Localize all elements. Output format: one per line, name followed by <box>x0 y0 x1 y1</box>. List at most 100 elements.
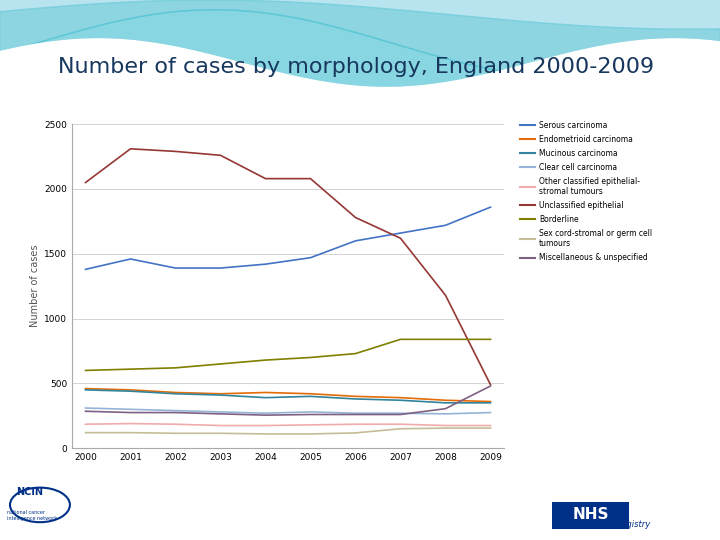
Other classified epithelial-
stromal tumours <box>306 422 315 428</box>
Serous carcinoma <box>216 265 225 271</box>
Serous carcinoma <box>441 222 450 228</box>
Mucinous carcinoma <box>441 400 450 406</box>
Serous carcinoma <box>486 204 495 211</box>
Unclassified epithelial <box>351 214 360 221</box>
Borderline <box>486 336 495 342</box>
Sex cord-stromal or germ cell
tumours <box>351 430 360 436</box>
Endometrioid carcinoma <box>396 394 405 401</box>
Serous carcinoma <box>171 265 180 271</box>
Line: Borderline: Borderline <box>86 339 490 370</box>
Line: Other classified epithelial-
stromal tumours: Other classified epithelial- stromal tum… <box>86 423 490 426</box>
Miscellaneous & unspecified <box>81 408 90 415</box>
Clear cell carcinoma <box>351 410 360 416</box>
Sex cord-stromal or germ cell
tumours <box>171 430 180 436</box>
Endometrioid carcinoma <box>171 389 180 396</box>
Borderline <box>306 354 315 361</box>
Mucinous carcinoma <box>216 392 225 399</box>
Line: Unclassified epithelial: Unclassified epithelial <box>86 149 490 384</box>
Clear cell carcinoma <box>441 410 450 417</box>
Clear cell carcinoma <box>126 406 135 413</box>
Serous carcinoma <box>261 261 270 267</box>
Clear cell carcinoma <box>216 409 225 415</box>
Mucinous carcinoma <box>81 387 90 393</box>
Mucinous carcinoma <box>396 397 405 403</box>
Sex cord-stromal or germ cell
tumours <box>216 430 225 436</box>
Clear cell carcinoma <box>261 410 270 416</box>
Clear cell carcinoma <box>396 410 405 416</box>
Endometrioid carcinoma <box>216 390 225 397</box>
Other classified epithelial-
stromal tumours <box>396 421 405 428</box>
Miscellaneous & unspecified <box>216 410 225 417</box>
Endometrioid carcinoma <box>306 390 315 397</box>
Unclassified epithelial <box>261 176 270 182</box>
Serous carcinoma <box>351 238 360 244</box>
Borderline <box>216 361 225 367</box>
Miscellaneous & unspecified <box>486 383 495 389</box>
Line: Endometrioid carcinoma: Endometrioid carcinoma <box>86 389 490 402</box>
Other classified epithelial-
stromal tumours <box>486 422 495 429</box>
Mucinous carcinoma <box>126 388 135 394</box>
Other classified epithelial-
stromal tumours <box>81 421 90 428</box>
Other classified epithelial-
stromal tumours <box>171 421 180 428</box>
Endometrioid carcinoma <box>126 387 135 393</box>
Endometrioid carcinoma <box>441 397 450 403</box>
Borderline <box>441 336 450 342</box>
Unclassified epithelial <box>81 179 90 186</box>
Other classified epithelial-
stromal tumours <box>351 421 360 428</box>
Miscellaneous & unspecified <box>396 411 405 418</box>
Other classified epithelial-
stromal tumours <box>126 420 135 427</box>
Text: NCIN: NCIN <box>17 487 44 497</box>
Borderline <box>261 357 270 363</box>
Sex cord-stromal or germ cell
tumours <box>81 429 90 436</box>
Clear cell carcinoma <box>486 409 495 416</box>
Miscellaneous & unspecified <box>261 412 270 418</box>
Sex cord-stromal or germ cell
tumours <box>261 431 270 437</box>
Clear cell carcinoma <box>81 405 90 411</box>
Unclassified epithelial <box>486 381 495 388</box>
Unclassified epithelial <box>216 152 225 159</box>
Serous carcinoma <box>396 230 405 237</box>
Unclassified epithelial <box>126 146 135 152</box>
Borderline <box>81 367 90 374</box>
Sex cord-stromal or germ cell
tumours <box>126 429 135 436</box>
Miscellaneous & unspecified <box>171 409 180 416</box>
Sex cord-stromal or germ cell
tumours <box>441 425 450 431</box>
Endometrioid carcinoma <box>351 393 360 400</box>
Serous carcinoma <box>306 254 315 261</box>
Line: Clear cell carcinoma: Clear cell carcinoma <box>86 408 490 414</box>
Clear cell carcinoma <box>306 409 315 415</box>
Miscellaneous & unspecified <box>306 411 315 418</box>
FancyBboxPatch shape <box>552 502 629 529</box>
Y-axis label: Number of cases: Number of cases <box>30 245 40 327</box>
Mucinous carcinoma <box>171 390 180 397</box>
Clear cell carcinoma <box>171 407 180 414</box>
Miscellaneous & unspecified <box>351 411 360 418</box>
Unclassified epithelial <box>396 235 405 241</box>
Mucinous carcinoma <box>306 393 315 400</box>
Text: Trent Cancer Registry: Trent Cancer Registry <box>559 520 650 529</box>
Unclassified epithelial <box>441 292 450 299</box>
Text: Number of cases by morphology, England 2000-2009: Number of cases by morphology, England 2… <box>58 57 654 77</box>
Endometrioid carcinoma <box>81 386 90 392</box>
Line: Mucinous carcinoma: Mucinous carcinoma <box>86 390 490 403</box>
Serous carcinoma <box>81 266 90 273</box>
Sex cord-stromal or germ cell
tumours <box>486 425 495 431</box>
Other classified epithelial-
stromal tumours <box>261 422 270 429</box>
Miscellaneous & unspecified <box>126 409 135 416</box>
Endometrioid carcinoma <box>261 389 270 396</box>
Endometrioid carcinoma <box>486 399 495 405</box>
Borderline <box>126 366 135 373</box>
Serous carcinoma <box>126 256 135 262</box>
Borderline <box>171 364 180 371</box>
Mucinous carcinoma <box>261 394 270 401</box>
Text: NHS: NHS <box>572 508 608 522</box>
Legend: Serous carcinoma, Endometrioid carcinoma, Mucinous carcinoma, Clear cell carcino: Serous carcinoma, Endometrioid carcinoma… <box>517 118 655 265</box>
Other classified epithelial-
stromal tumours <box>441 422 450 429</box>
Mucinous carcinoma <box>486 400 495 406</box>
Sex cord-stromal or germ cell
tumours <box>306 431 315 437</box>
Line: Serous carcinoma: Serous carcinoma <box>86 207 490 269</box>
Borderline <box>351 350 360 357</box>
Mucinous carcinoma <box>351 396 360 402</box>
Unclassified epithelial <box>171 148 180 154</box>
Text: national cancer
intelligence network: national cancer intelligence network <box>7 510 58 521</box>
